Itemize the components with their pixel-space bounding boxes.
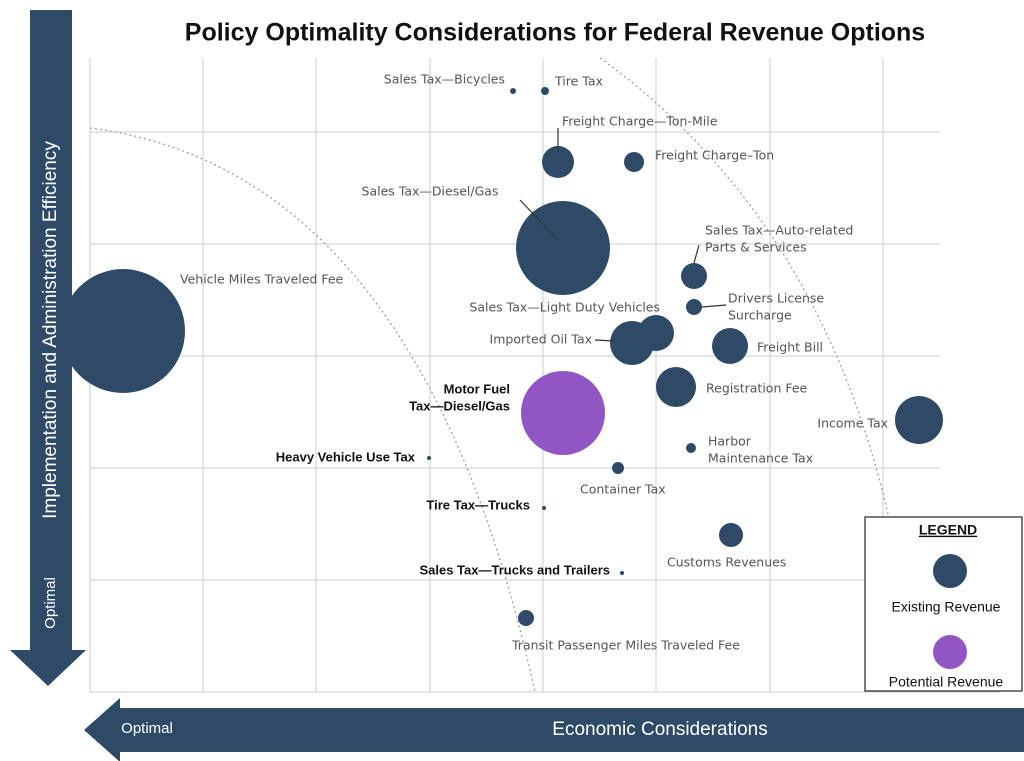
bubble-label: Motor Fuel (444, 381, 510, 396)
bubble (612, 462, 624, 474)
bubble (542, 506, 546, 510)
bubble-label: Tire Tax (554, 74, 603, 89)
bubble-label: Sales Tax—Diesel/Gas (362, 184, 499, 199)
bubble-label: Sales Tax—Trucks and Trailers (419, 562, 610, 577)
bubble-label: Income Tax (817, 416, 888, 431)
bubble-label: Drivers License (728, 291, 824, 306)
bubble (542, 146, 574, 178)
bubble (610, 321, 654, 365)
y-axis-label: Implementation and Administration Effici… (40, 141, 61, 519)
x-axis-optimal: Optimal (121, 720, 173, 737)
bubble-label: Customs Revenues (667, 555, 786, 570)
bubble (516, 201, 610, 295)
bubble-label: Parts & Services (705, 240, 807, 255)
bubble (712, 328, 748, 364)
y-axis-arrow (10, 10, 86, 686)
bubble-label: Freight Charge—Ton-Mile (562, 114, 718, 129)
legend-swatch (933, 635, 967, 669)
leader-line (519, 199, 559, 241)
leader-line (701, 304, 727, 308)
bubble (427, 456, 431, 460)
legend-swatch (933, 554, 967, 588)
bubble-label: Maintenance Tax (708, 451, 813, 466)
bubble-label: Container Tax (580, 482, 666, 497)
legend: LEGEND Existing Revenue Potential Revenu… (864, 516, 1023, 692)
bubble (620, 571, 624, 575)
legend-label: Potential Revenue (889, 674, 1004, 690)
bubble (681, 263, 707, 289)
bubble (61, 269, 185, 393)
bubble-label: Sales Tax—Auto-related (705, 223, 853, 238)
bubble (686, 299, 702, 315)
bubble-label: Vehicle Miles Traveled Fee (180, 272, 344, 287)
bubble (719, 523, 743, 547)
bubble-label: Sales Tax—Bicycles (384, 72, 505, 87)
leader-line (594, 339, 616, 342)
leader-line (693, 244, 700, 264)
y-axis-optimal: Optimal (42, 577, 59, 629)
x-axis-label: Economic Considerations (552, 719, 767, 740)
bubble (521, 371, 605, 455)
bubble (510, 88, 516, 94)
bubble-label: Freight Charge–Ton (655, 148, 774, 163)
bubble-label: Heavy Vehicle Use Tax (276, 449, 416, 464)
bubble (624, 152, 644, 172)
bubble-label: Imported Oil Tax (490, 332, 592, 347)
bubble-label: Sales Tax—Light Duty Vehicles (469, 300, 660, 315)
bubble-label: Tire Tax—Trucks (426, 497, 530, 512)
legend-title: LEGEND (919, 522, 977, 538)
bubble (656, 367, 696, 407)
bubble-label: Transit Passenger Miles Traveled Fee (511, 638, 740, 653)
bubble-label: Surcharge (728, 308, 792, 323)
legend-label: Existing Revenue (892, 599, 1001, 615)
bubble-label: Freight Bill (757, 340, 823, 355)
x-axis-arrow (84, 698, 1024, 761)
bubble (541, 87, 549, 95)
bubble-label: Tax—Diesel/Gas (409, 398, 510, 413)
bubble-label: Registration Fee (706, 381, 808, 396)
bubble (518, 610, 534, 626)
chart-title: Policy Optimality Considerations for Fed… (185, 19, 925, 47)
bubble (686, 443, 696, 453)
bubble-label: Harbor (708, 434, 752, 449)
bubble (895, 396, 943, 444)
